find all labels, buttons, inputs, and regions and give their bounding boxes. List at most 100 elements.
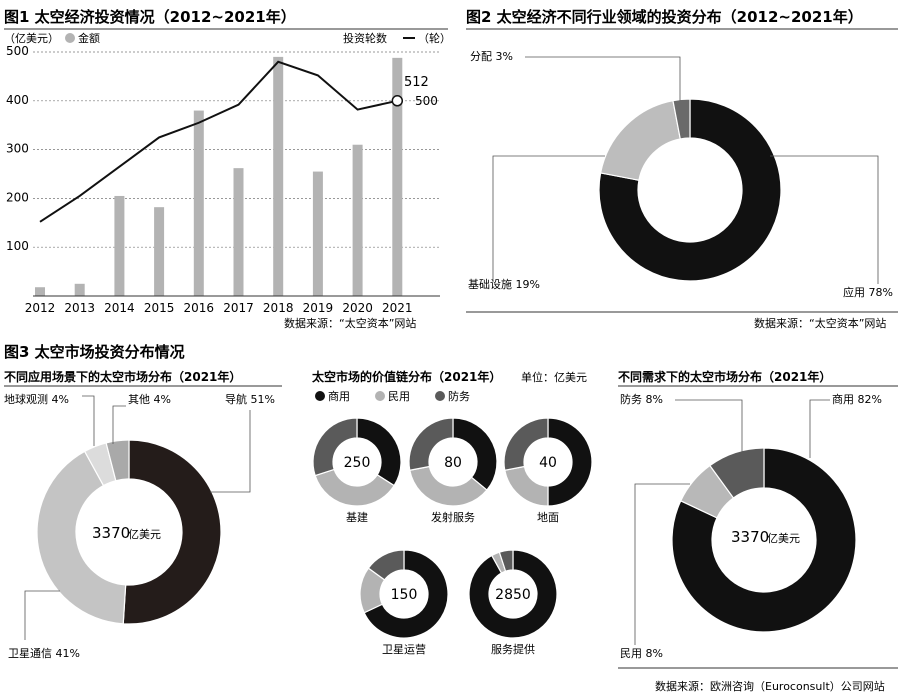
fig3b-donut-name: 服务提供 [491, 642, 535, 656]
fig3b-donut: 250 基建 [312, 417, 402, 524]
fig1-ytick-label: 300 [6, 142, 29, 156]
fig1-ytick-label: 200 [6, 190, 29, 204]
fig3b-slice [363, 549, 449, 639]
fig3c-center-unit: 亿美元 [767, 532, 800, 545]
fig2-leader-distribution [525, 56, 681, 101]
fig1-bar [193, 110, 204, 296]
fig1-xtick-label: 2020 [342, 301, 373, 315]
fig3b-slice [498, 549, 514, 572]
fig1-bar [233, 168, 244, 296]
fig3b-legend-defense: 防务 [448, 389, 470, 403]
fig1-bar [74, 283, 85, 296]
fig3a-leader-earth [82, 395, 95, 446]
fig1-legend-bar-swatch [65, 33, 75, 43]
fig3a-center-value: 3370 [92, 524, 130, 542]
fig3b-donut-name: 基建 [346, 510, 368, 524]
fig3c-label-commercial: 商用 82% [832, 392, 882, 406]
fig1-xticks: 2012 2013 2014 2015 2016 2017 2018 2019 2020 2021 [25, 301, 413, 315]
fig1-bar [312, 171, 323, 296]
fig3a-label-nav: 导航 51% [225, 392, 275, 406]
fig3a-leader-nav [210, 410, 251, 493]
fig1-source: 数据来源：“太空资本”网站 [284, 316, 416, 330]
fig3b-donut-total: 150 [391, 587, 418, 603]
fig3c-center-value: 3370 [731, 528, 769, 546]
fig3b-slice [409, 465, 488, 507]
fig1-ytick-label: 400 [6, 93, 29, 107]
fig3b-donut-name: 卫星运营 [382, 642, 426, 656]
fig1-xtick-label: 2021 [382, 301, 413, 315]
fig3b-legend-swatch-civil [375, 391, 385, 401]
fig1-title: 图1 太空经济投资情况（2012~2021年） [4, 8, 296, 26]
fig3b-donut: 40 地面 [503, 417, 593, 524]
fig3b-legend-swatch-commercial [315, 391, 325, 401]
fig3b-donut-name: 发射服务 [431, 510, 475, 524]
fig3c-slice [709, 447, 765, 499]
fig3c-label-defense: 防务 8% [620, 392, 663, 406]
fig3b-legend-civil: 民用 [388, 390, 410, 403]
fig3b-donut-total: 80 [444, 455, 462, 471]
fig3a-center-unit: 亿美元 [128, 528, 161, 541]
fig1-xtick-label: 2012 [25, 301, 56, 315]
fig2-title: 图2 太空经济不同行业领域的投资分布（2012~2021年） [466, 8, 863, 26]
fig1-legend-bar: 金额 [78, 31, 100, 45]
fig3a-label-other: 其他 4% [128, 393, 171, 406]
fig3b-donut: 2850 服务提供 [468, 549, 558, 656]
fig3c-donut [671, 447, 857, 633]
fig1-xtick-label: 2018 [263, 301, 294, 315]
fig1-ytick-label: 500 [6, 44, 29, 58]
fig1-y2label: （轮） [418, 31, 451, 45]
fig1-bar [273, 56, 284, 296]
fig2-label-distribution: 分配 3% [470, 50, 513, 63]
fig3c-leader-defense [675, 399, 743, 452]
fig3a-slice [122, 439, 222, 625]
fig1-xtick-label: 2016 [184, 301, 215, 315]
fig1-yticks: 100 200 300 400 500 [6, 44, 29, 253]
fig1-xtick-label: 2015 [144, 301, 175, 315]
fig1-bar [154, 207, 165, 296]
fig1-annot-amount: 500 [415, 94, 438, 108]
fig1-xtick-label: 2013 [64, 301, 95, 315]
fig2-label-infra: 基础设施 19% [468, 278, 540, 291]
fig3a-title: 不同应用场景下的太空市场分布（2021年） [4, 369, 241, 384]
fig1-ytick-label: 100 [6, 239, 29, 253]
fig3b-donut-name: 地面 [537, 511, 559, 524]
fig3b-legend-swatch-defense [435, 391, 445, 401]
fig3a-donut [36, 439, 222, 625]
fig3b-donut: 80 发射服务 [408, 417, 498, 524]
fig3b-donut-total: 2850 [495, 587, 531, 603]
fig3b-slice [356, 417, 402, 487]
fig2-slice [599, 99, 681, 181]
fig1-annot-rounds: 512 [404, 75, 429, 90]
fig3b-slice [547, 417, 593, 507]
fig3a-slice [105, 439, 130, 482]
fig3b-slice [314, 468, 395, 507]
fig2-label-application: 应用 78% [843, 285, 893, 299]
fig3c-slice [671, 447, 857, 633]
fig3b-slice [312, 417, 358, 477]
fig3b-donuts: 250 基建 80 发射服务 40 地面 150 卫星运营 2850 服务提供 [312, 417, 593, 656]
fig3c-leader-civil [634, 483, 690, 645]
fig2-leader-application [770, 155, 879, 284]
fig3b-slice [367, 549, 405, 581]
fig3c-title: 不同需求下的太空市场分布（2021年） [618, 369, 831, 384]
fig1-line-end-marker [391, 95, 404, 107]
fig1-ylabel: （亿美元） [4, 32, 59, 45]
fig3c-label-civil: 民用 8% [620, 647, 663, 660]
fig3c-source: 数据来源：欧洲咨询（Euroconsult）公司网站 [655, 679, 885, 693]
fig3c-leader-commercial [809, 399, 830, 458]
fig2-leader-infra [492, 155, 605, 282]
fig1-bar [35, 287, 45, 296]
fig2-slice [598, 98, 782, 282]
fig3b-donut-total: 40 [539, 455, 557, 471]
fig3b-slice [452, 417, 498, 491]
fig3b-donut-total: 250 [344, 455, 371, 471]
fig1-bars [35, 56, 403, 296]
fig3b-slice [408, 417, 454, 471]
fig3a-slice [36, 450, 127, 625]
fig3a-label-earth: 地球观测 4% [4, 392, 69, 406]
fig1-bar [352, 144, 363, 296]
fig3b-donut: 150 卫星运营 [359, 549, 449, 656]
fig1-xtick-label: 2017 [223, 301, 254, 315]
